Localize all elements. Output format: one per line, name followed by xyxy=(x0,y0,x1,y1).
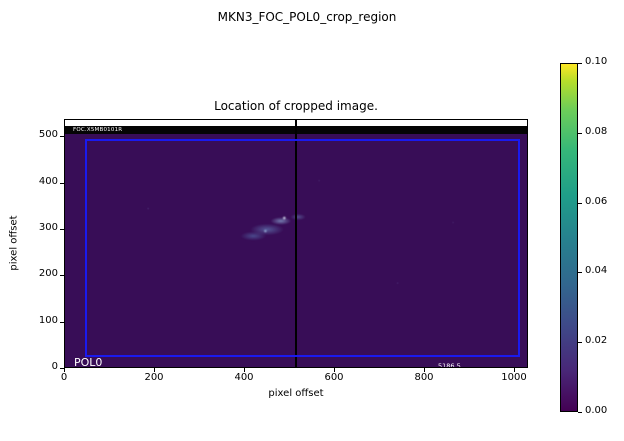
y-tick-label: 200 xyxy=(38,268,58,279)
colorbar-tick-mark xyxy=(578,202,582,204)
value-label: 5186.5 xyxy=(438,362,461,367)
x-tick-mark xyxy=(154,368,155,372)
y-tick-mark xyxy=(60,136,64,137)
y-tick-mark xyxy=(60,368,64,369)
colorbar xyxy=(560,63,578,412)
plot-area: POL0 5186.5 FOC.X5MB0101R xyxy=(64,119,528,368)
y-tick-mark xyxy=(60,275,64,276)
y-tick-label: 300 xyxy=(38,222,58,233)
pol0-label: POL0 xyxy=(74,356,103,367)
rootname-label: FOC.X5MB0101R xyxy=(73,127,123,133)
x-tick-label: 200 xyxy=(144,372,164,383)
colorbar-tick-label: 0.04 xyxy=(585,265,608,277)
y-tick-label: 0 xyxy=(51,361,58,372)
y-tick-mark xyxy=(60,321,64,323)
x-axis-label: pixel offset xyxy=(268,388,324,399)
colorbar-tick-mark xyxy=(578,272,582,274)
x-tick-mark xyxy=(424,368,425,372)
y-tick-label: 400 xyxy=(38,175,58,187)
x-tick-mark xyxy=(334,368,335,372)
x-tick-label: 1000 xyxy=(501,372,527,383)
x-tick-mark xyxy=(64,368,65,372)
colorbar-tick-mark xyxy=(578,132,582,134)
x-tick-label: 800 xyxy=(414,372,434,383)
colorbar-tick-label: 0.10 xyxy=(585,56,608,67)
colorbar-tick-mark xyxy=(578,412,582,413)
colorbar-tick-mark xyxy=(578,63,582,64)
colorbar-tick-label: 0.08 xyxy=(585,125,608,137)
y-tick-label: 100 xyxy=(38,314,58,326)
colorbar-tick-mark xyxy=(578,342,582,344)
x-tick-mark xyxy=(514,368,515,372)
x-tick-mark xyxy=(244,368,245,372)
y-tick-mark xyxy=(60,229,64,230)
axes-title: Location of cropped image. xyxy=(214,99,378,113)
x-tick-label: 600 xyxy=(324,372,344,383)
y-tick-label: 500 xyxy=(38,129,58,140)
y-axis-label: pixel offset xyxy=(8,215,20,271)
source-emission-blob xyxy=(231,202,317,252)
colorbar-tick-label: 0.00 xyxy=(585,405,608,416)
x-tick-label: 0 xyxy=(60,372,68,383)
vertical-divider-line xyxy=(295,120,297,367)
figure-title: MKN3_FOC_POL0_crop_region xyxy=(217,10,397,24)
crop-rectangle xyxy=(85,139,520,357)
x-tick-label: 400 xyxy=(234,372,254,383)
y-tick-mark xyxy=(60,182,64,184)
colorbar-tick-label: 0.06 xyxy=(585,195,608,207)
colorbar-tick-label: 0.02 xyxy=(585,335,608,347)
